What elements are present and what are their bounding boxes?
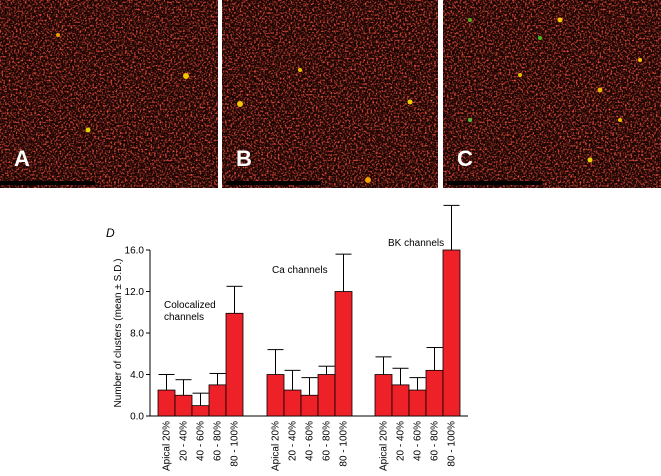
x-tick-label: 60 - 80%: [322, 421, 333, 461]
bar: [317, 374, 336, 417]
x-tick-label: 20 - 40%: [179, 421, 190, 461]
y-tick-label: 8.0: [130, 329, 144, 340]
bar: [157, 389, 176, 417]
bar: [374, 374, 393, 417]
bar: [391, 384, 410, 417]
bar: [300, 394, 319, 417]
bar: [208, 384, 227, 417]
panel-label: A: [14, 146, 30, 171]
series-label: Colocalized channels: [164, 300, 216, 323]
x-tick-label: Apical 20%: [379, 421, 390, 471]
x-tick-label: 80 - 100%: [230, 421, 241, 467]
y-tick-label: 12.0: [125, 287, 145, 298]
y-tick-label: 16.0: [125, 246, 145, 257]
x-tick-label: 20 - 40%: [396, 421, 407, 461]
image-a: [0, 0, 218, 188]
x-tick-label: 40 - 60%: [196, 421, 207, 461]
x-tick-label: Apical 20%: [271, 421, 282, 471]
bar: [266, 374, 285, 417]
bar: [425, 369, 444, 417]
bar: [174, 394, 193, 417]
bar: [408, 389, 427, 417]
x-tick-label: Apical 20%: [162, 421, 173, 471]
panel-label: D: [106, 226, 115, 240]
y-tick-label: 4.0: [130, 370, 144, 381]
x-tick-label: 80 - 100%: [447, 421, 458, 467]
series-label: Ca channels: [272, 265, 328, 276]
x-tick-label: 40 - 60%: [305, 421, 316, 461]
series-label: BK channels: [388, 238, 445, 249]
bar: [191, 405, 210, 417]
bar: [225, 312, 244, 417]
panel-label: B: [236, 146, 252, 171]
image-b: [222, 0, 438, 188]
x-tick-label: 80 - 100%: [339, 421, 350, 467]
x-tick-label: 40 - 60%: [413, 421, 424, 461]
x-tick-label: 60 - 80%: [430, 421, 441, 461]
y-tick-label: 0.0: [130, 412, 144, 423]
panel-label: C: [457, 146, 473, 171]
bar: [283, 389, 302, 417]
x-tick-label: 60 - 80%: [213, 421, 224, 461]
y-axis-label: Number of clusters (mean ± S.D.): [113, 259, 124, 408]
x-tick-label: 20 - 40%: [288, 421, 299, 461]
bar: [334, 291, 353, 417]
image-c: [443, 0, 661, 188]
bar: [442, 249, 461, 417]
